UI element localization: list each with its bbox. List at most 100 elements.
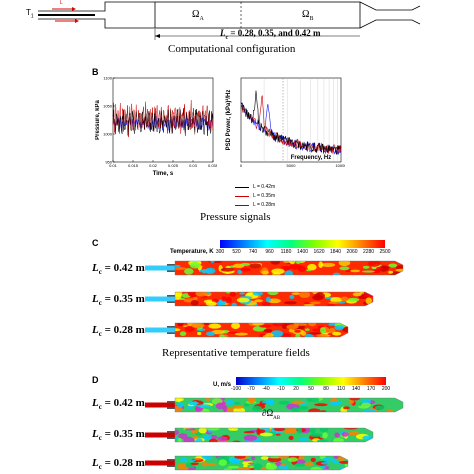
y-tick-label: 1050 xyxy=(103,104,113,109)
velocity-colorbar-title: U, m/s xyxy=(213,382,232,388)
chamber-outline xyxy=(174,291,374,307)
injector-length-label: L xyxy=(60,0,63,6)
inlet-jet xyxy=(145,265,175,271)
field-region xyxy=(175,323,348,337)
injector-wall xyxy=(167,401,175,403)
field-structure xyxy=(331,331,342,336)
field-structure xyxy=(208,323,222,329)
field-structure xyxy=(339,266,350,271)
field-structure xyxy=(223,468,233,470)
field-structure xyxy=(340,296,349,302)
field-structure xyxy=(348,430,360,436)
field-structure xyxy=(217,436,228,442)
field-structure xyxy=(349,398,361,401)
field-structure xyxy=(328,301,340,304)
field-structure xyxy=(309,301,321,305)
colorbar-tick-label: 110 xyxy=(337,386,345,392)
field-structure xyxy=(395,265,403,270)
colorbar-tick-label: 2500 xyxy=(379,249,391,255)
field-structure xyxy=(197,404,211,408)
field-structure xyxy=(240,267,251,272)
field-structure xyxy=(381,266,391,269)
field-structure xyxy=(177,402,184,408)
field-structure xyxy=(249,263,262,269)
field-structure xyxy=(236,297,250,303)
field-structure xyxy=(229,292,237,297)
field-structure xyxy=(295,261,301,264)
field-structure xyxy=(339,460,348,464)
chamber-outline xyxy=(174,455,349,471)
field-structure xyxy=(319,456,326,460)
field-structure xyxy=(322,432,328,439)
schematic-caption: Computational configuration xyxy=(168,43,296,55)
field-structure xyxy=(263,328,273,333)
temperature-row-label: Lc = 0.35 m xyxy=(92,293,145,308)
colorbar-tick-label: -40 xyxy=(262,386,270,392)
field-structure xyxy=(278,456,290,459)
field-structure xyxy=(175,328,181,332)
field-structure xyxy=(193,457,202,460)
field-structure xyxy=(319,465,326,469)
field-structure xyxy=(330,296,343,303)
field-structure xyxy=(314,292,326,300)
field-structure xyxy=(261,400,275,404)
colorbar-tick-label: 1400 xyxy=(296,249,309,255)
field-structure xyxy=(201,292,213,295)
chamber-outline xyxy=(174,427,374,443)
legend-label: L = 0.42m xyxy=(253,184,276,190)
chamber-outline xyxy=(174,260,404,276)
y-tick-label: 1000 xyxy=(103,132,113,137)
field-structure xyxy=(291,400,305,405)
inlet-jet xyxy=(145,296,175,302)
field-structure xyxy=(291,292,301,295)
injector-wall xyxy=(167,264,175,266)
field-structure xyxy=(240,262,251,266)
field-structure xyxy=(330,398,338,403)
field-structure xyxy=(233,407,246,412)
field-structure xyxy=(227,465,240,469)
colorbar-tick-label: 1840 xyxy=(329,249,342,255)
field-structure xyxy=(206,462,217,467)
field-structure xyxy=(237,269,243,275)
field-structure xyxy=(388,263,398,268)
chamber-outline xyxy=(174,397,404,413)
field-region xyxy=(175,398,403,412)
velocity-row-label: Lc = 0.42 m xyxy=(92,397,145,412)
field-structure xyxy=(205,398,211,402)
colorbar-tick-label: 740 xyxy=(248,249,258,255)
field-structure xyxy=(289,261,296,265)
colorbar-tick-label: 2060 xyxy=(346,249,358,255)
field-structure xyxy=(184,325,195,332)
pressure-series-line xyxy=(112,100,214,138)
colorbar-tick-label: -70 xyxy=(247,386,255,392)
field-structure xyxy=(316,439,328,442)
field-structure xyxy=(265,296,271,303)
field-structure xyxy=(352,292,362,297)
field-structure xyxy=(179,331,187,337)
field-structure xyxy=(267,298,281,304)
field-structure xyxy=(261,302,271,306)
field-structure xyxy=(338,261,351,266)
temperature-colorbar-title: Temperature, K xyxy=(170,249,214,255)
field-structure xyxy=(257,429,266,434)
field-structure xyxy=(360,402,372,408)
field-structure xyxy=(232,405,244,409)
y-axis-label: PSD Power, (kPa)²/Hz xyxy=(225,90,232,151)
field-structure xyxy=(304,333,314,337)
legend-item: L = 0.42m xyxy=(235,184,310,191)
y-axis-label: Pressure, kPa xyxy=(95,99,101,139)
field-structure xyxy=(184,428,196,431)
field-structure xyxy=(249,399,255,404)
field-structure xyxy=(265,463,278,470)
field-region xyxy=(175,428,373,442)
colorbar-tick-label: 50 xyxy=(308,386,314,392)
x-tick-label: 0.035 xyxy=(208,163,217,168)
field-structure xyxy=(287,457,298,462)
field-structure xyxy=(308,323,317,327)
pressure-caption: Pressure signals xyxy=(200,211,271,223)
field-structure xyxy=(251,405,262,412)
field-structure xyxy=(184,268,194,275)
velocity-field-images xyxy=(145,397,404,471)
field-structure xyxy=(308,332,322,335)
field-structure xyxy=(320,327,327,334)
